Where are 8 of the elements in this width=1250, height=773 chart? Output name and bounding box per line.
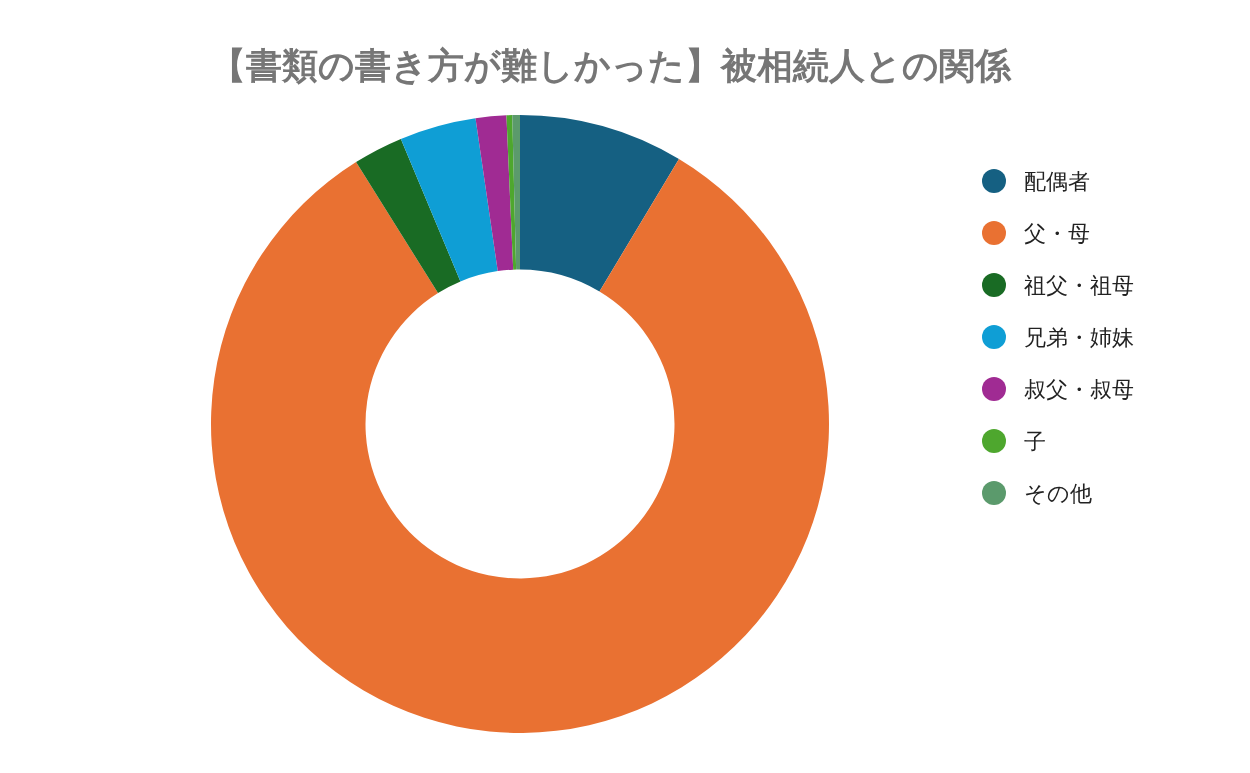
- legend-label: 叔父・叔母: [1024, 377, 1134, 402]
- legend-label: 祖父・祖母: [1024, 273, 1134, 298]
- legend-label: 配偶者: [1024, 169, 1090, 194]
- legend-label: 父・母: [1024, 221, 1090, 246]
- legend-label: その他: [1024, 481, 1092, 506]
- title: 【書類の書き方が難しかった】被相続人との関係: [209, 45, 1011, 86]
- legend-label: 兄弟・姉妹: [1024, 325, 1134, 350]
- legend-label: 子: [1024, 429, 1046, 454]
